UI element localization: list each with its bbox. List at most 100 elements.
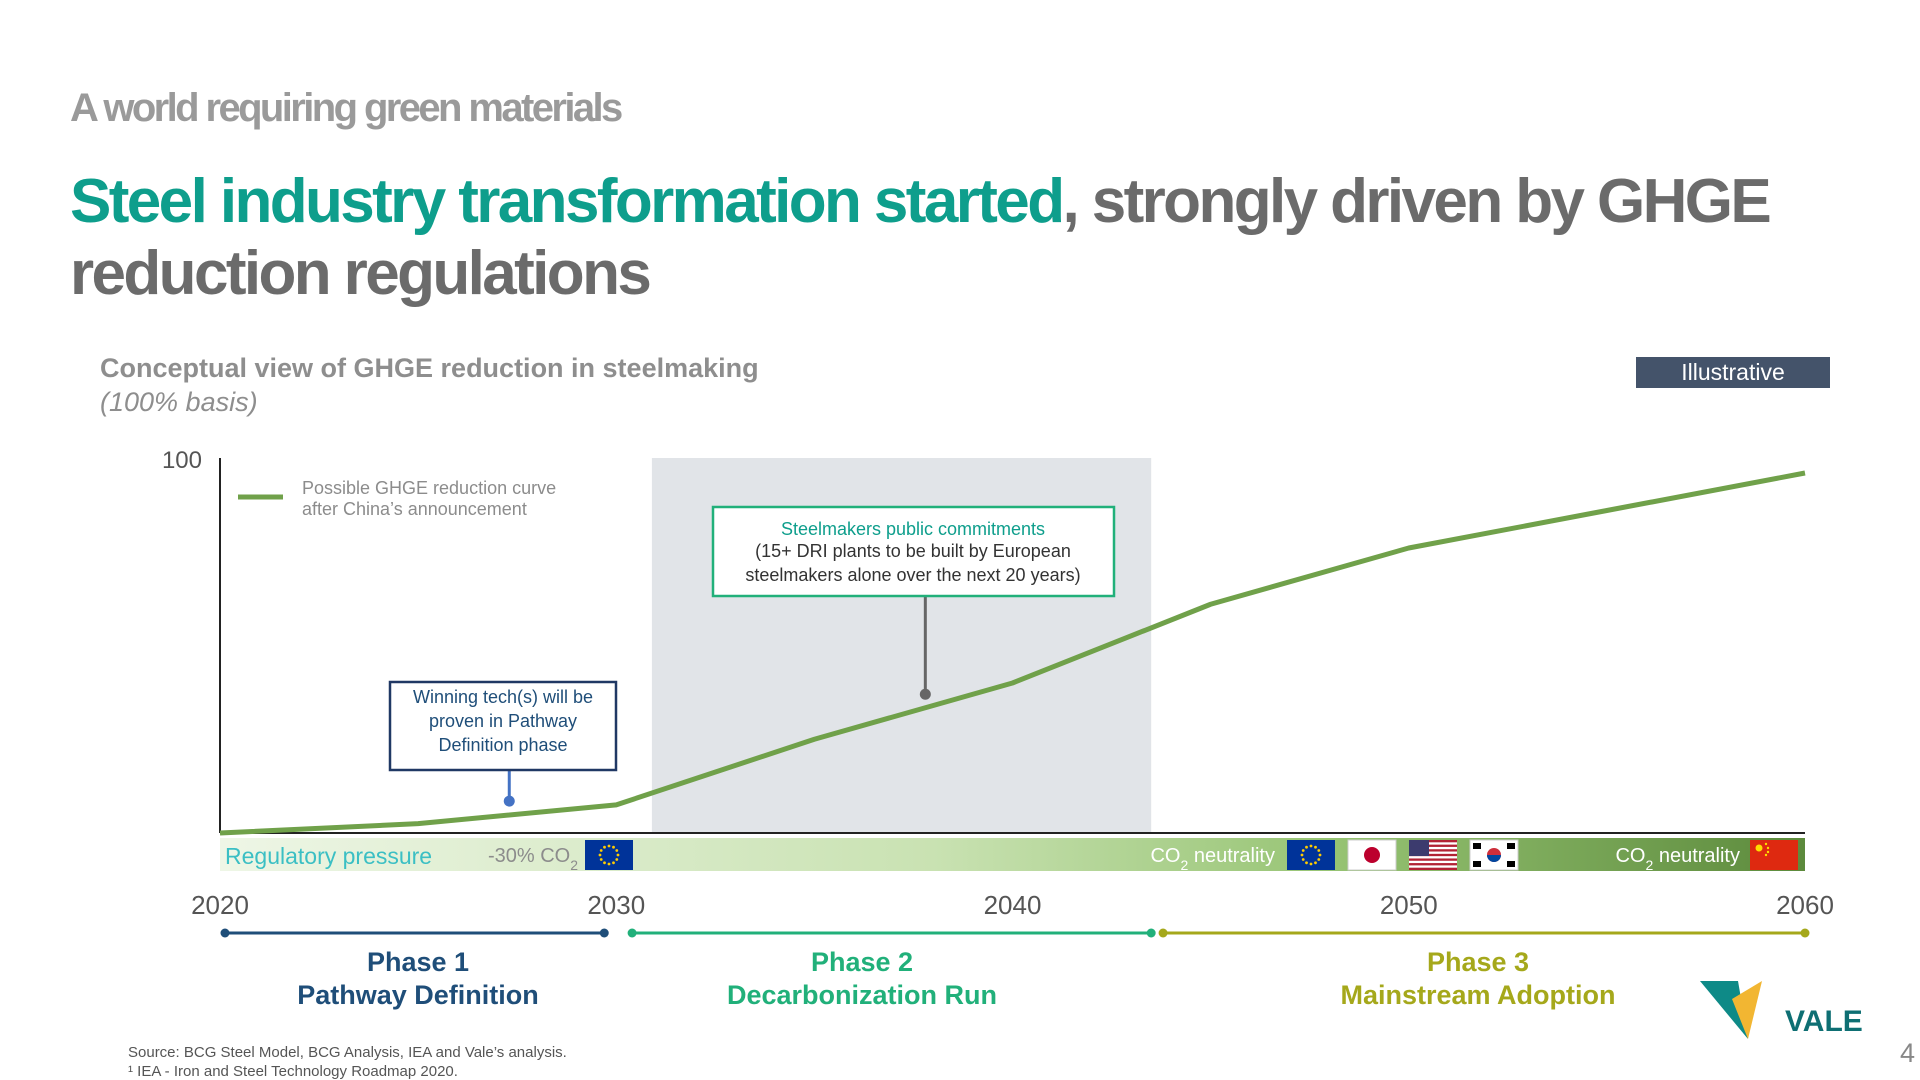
eu-flag-star — [598, 853, 602, 857]
eu-flag-star — [1317, 849, 1321, 852]
phase-1-start-dot — [220, 928, 230, 938]
eu-flag-star — [1300, 853, 1304, 857]
page-title: Steel industry transformation started, s… — [70, 166, 1772, 310]
eu-flag-field — [1287, 840, 1335, 870]
x-tick-label-2030: 2030 — [587, 890, 645, 920]
phase-2-name: Decarbonization Run — [727, 980, 997, 1010]
korea-flag-trigram — [1507, 843, 1515, 849]
eu-flag-star — [615, 858, 619, 861]
eu-flag-icon — [585, 840, 633, 870]
x-tick-label-2060: 2060 — [1776, 890, 1834, 920]
page-title-highlight: Steel industry transformation started — [70, 167, 1065, 236]
usa-flag-stripe — [1409, 858, 1457, 861]
footnote-line: ¹ IEA - Iron and Steel Technology Roadma… — [128, 1063, 458, 1080]
china-flag-icon — [1750, 840, 1798, 870]
china-flag-small-star — [1766, 850, 1770, 854]
regulatory-pressure-label: Regulatory pressure — [225, 843, 432, 869]
korea-flag-trigram — [1473, 843, 1481, 849]
china-flag-small-star — [1764, 842, 1768, 846]
usa-flag-stripe — [1409, 853, 1457, 857]
annotation-tech-line-1: Winning tech(s) will be — [413, 687, 593, 707]
y-tick-label: 100 — [162, 447, 202, 474]
japan-flag-sun — [1364, 847, 1380, 863]
eu-flag-star — [612, 845, 615, 849]
phase-2-start-dot — [627, 928, 637, 938]
regulatory-item-2060-text: CO2 neutrality — [1615, 845, 1740, 873]
usa-flag-stripe — [1409, 849, 1457, 852]
source-line: Source: BCG Steel Model, BCG Analysis, I… — [128, 1044, 567, 1061]
legend-label-line-2: after China’s announcement — [302, 499, 527, 519]
eu-flag-star — [1309, 862, 1313, 866]
usa-flag-canton — [1409, 840, 1429, 856]
usa-flag-stripe — [1409, 863, 1457, 866]
phase-3-start-dot — [1158, 928, 1168, 938]
page-number: 4 — [1900, 1038, 1916, 1068]
phase-1-number: Phase 1 — [367, 947, 469, 977]
regulatory-pressure-bar — [220, 838, 1805, 871]
regulatory-item-2050-text: CO2 neutrality — [1150, 845, 1275, 873]
regulatory-item-2030-text: -30% CO2 — [488, 845, 578, 873]
eu-flag-star — [616, 853, 620, 857]
eu-flag-star — [1318, 853, 1322, 857]
usa-flag-stripe — [1409, 867, 1457, 870]
usa-flag-icon — [1409, 840, 1457, 870]
phase-3-name: Mainstream Adoption — [1340, 980, 1615, 1010]
usa-flag-stripe — [1409, 844, 1457, 847]
eu-flag-star — [599, 849, 603, 852]
phase-2-number: Phase 2 — [811, 947, 913, 977]
eu-flag-star — [1314, 861, 1317, 865]
annotation-commit-box — [711, 505, 1116, 598]
eu-flag-star — [603, 845, 606, 849]
eu-flag-star — [599, 858, 603, 861]
eu-flag-star — [607, 844, 611, 848]
china-flag-small-star — [1766, 846, 1770, 850]
annotation-tech-line-2: proven in Pathway — [429, 711, 577, 731]
eu-flag-icon — [1287, 840, 1335, 870]
logo-wordmark: VALE — [1785, 1005, 1863, 1038]
phase-3-number: Phase 3 — [1427, 947, 1529, 977]
eu-flag-star — [1314, 845, 1317, 849]
korea-flag-trigram — [1507, 861, 1515, 867]
korea-flag-taeguk-blue — [1487, 855, 1501, 862]
annotation-tech-box — [388, 680, 618, 772]
eu-flag-field — [585, 840, 633, 870]
chart-title: Conceptual view of GHGE reduction in ste… — [100, 353, 759, 383]
eu-flag-star — [603, 861, 606, 865]
eu-flag-star — [615, 849, 619, 852]
eu-flag-star — [1317, 858, 1321, 861]
phase-1-name: Pathway Definition — [297, 980, 539, 1010]
china-flag-field — [1750, 840, 1798, 870]
japan-flag-field — [1347, 839, 1397, 871]
section-kicker: A world requiring green materials — [70, 86, 623, 130]
page-title-rest: , strongly driven by GHGE reduction regu… — [70, 167, 1772, 308]
japan-flag-icon — [1347, 839, 1397, 871]
eu-flag-star — [1301, 849, 1305, 852]
eu-flag-star — [607, 862, 611, 866]
usa-flag-stripe — [1409, 840, 1457, 843]
logo-teal-shape — [1700, 981, 1748, 1039]
chart-subtitle: (100% basis) — [100, 387, 258, 417]
korea-flag-icon — [1469, 839, 1519, 871]
eu-flag-star — [1305, 861, 1308, 865]
eu-flag-star — [612, 861, 615, 865]
phase-3-end-dot — [1800, 928, 1810, 938]
annotation-commit-title: Steelmakers public commitments — [781, 519, 1045, 539]
illustrative-badge: Illustrative — [1636, 357, 1830, 388]
vale-logo: VALE — [1700, 981, 1863, 1039]
annotation-commit-pin-dot — [919, 688, 931, 700]
eu-flag-star — [1301, 858, 1305, 861]
china-flag-big-star — [1755, 844, 1763, 852]
logo-yellow-shape — [1732, 981, 1762, 1039]
eu-flag-star — [1305, 845, 1308, 849]
source-note: Source: BCG Steel Model, BCG Analysis, I… — [128, 1043, 567, 1080]
x-tick-label-2050: 2050 — [1380, 890, 1438, 920]
phase-2-end-dot — [1146, 928, 1156, 938]
x-tick-label-2020: 2020 — [191, 890, 249, 920]
x-tick-label-2040: 2040 — [984, 890, 1042, 920]
korea-flag-trigram — [1473, 861, 1481, 867]
phase-1-end-dot — [599, 928, 609, 938]
annotation-commit-line-2: steelmakers alone over the next 20 years… — [745, 565, 1080, 585]
annotation-tech-pin-dot — [503, 795, 515, 807]
